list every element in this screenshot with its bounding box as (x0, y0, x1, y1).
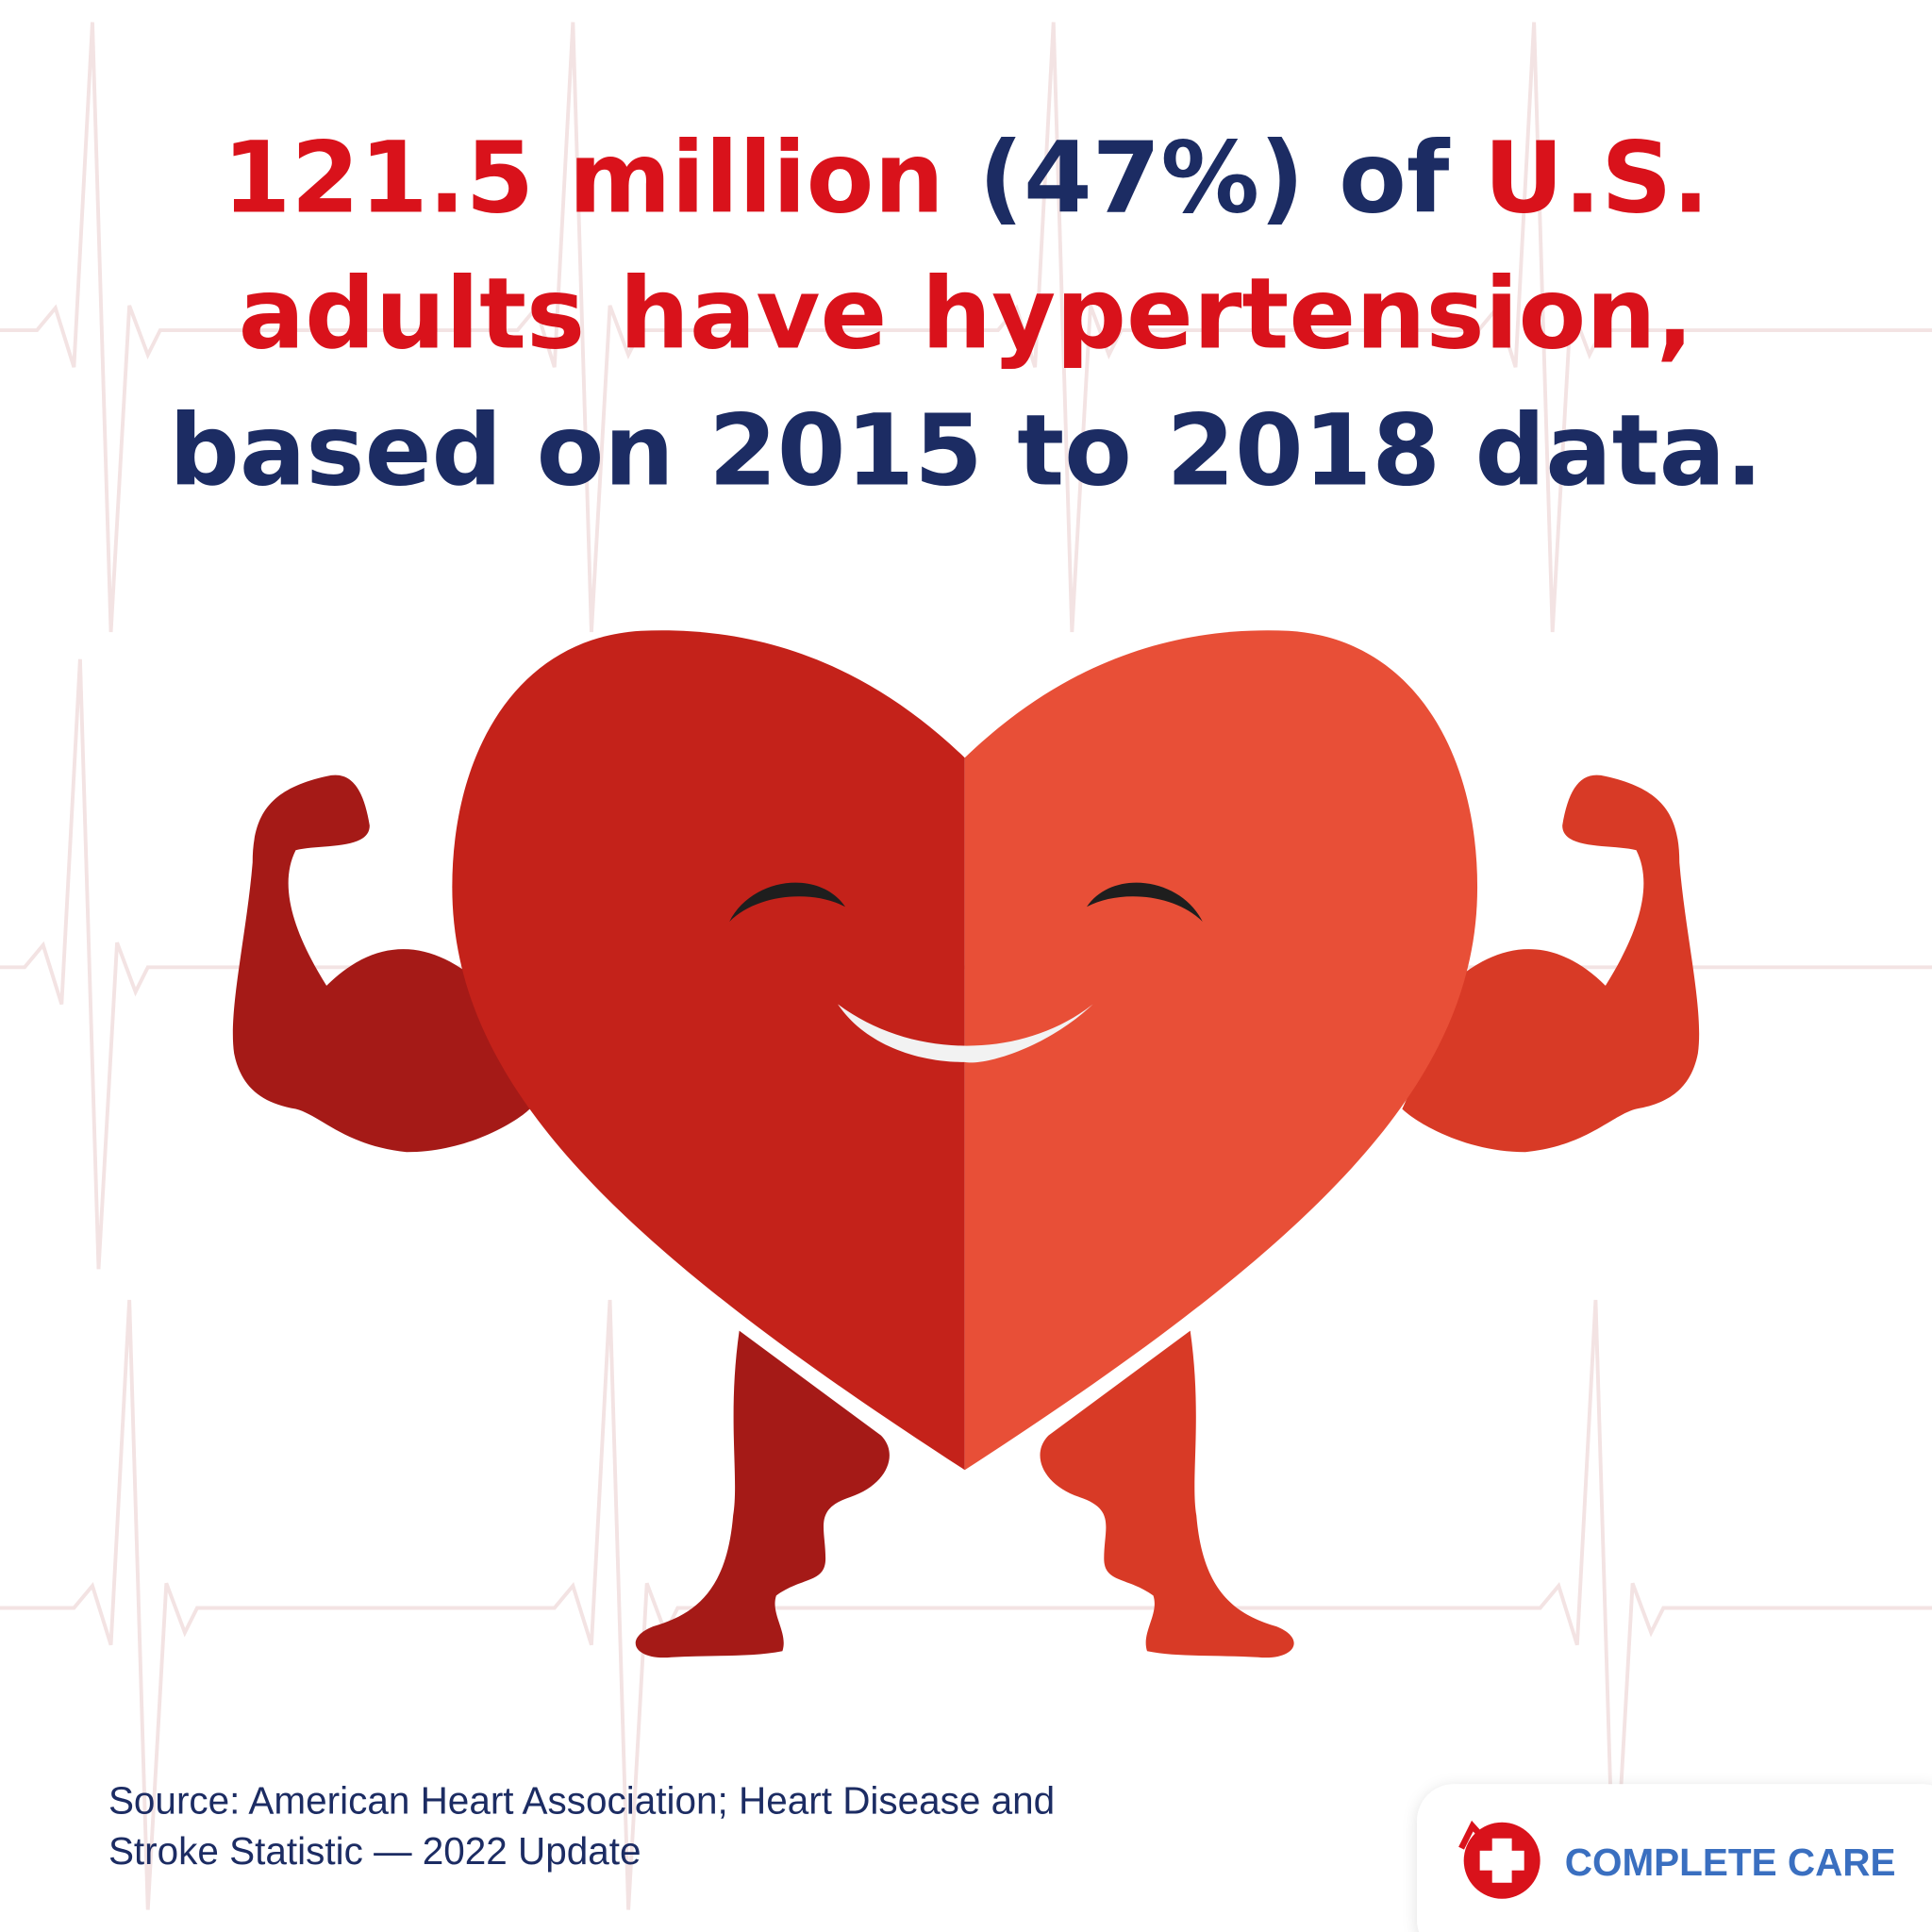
headline-part: based on 2015 to 2018 data. (169, 392, 1763, 508)
headline-part: (47%) (978, 121, 1305, 236)
heart-character (232, 630, 1700, 1658)
headline-line: adults have hypertension, (239, 256, 1694, 371)
source-line: Stroke Statistic — 2022 Update (108, 1829, 641, 1873)
headline-part: of (1339, 121, 1451, 236)
headline-part: 121.5 million (223, 121, 944, 236)
headline-part: adults have hypertension, (239, 256, 1694, 371)
headline-line: based on 2015 to 2018 data. (169, 392, 1763, 508)
headline-part: U.S. (1484, 121, 1709, 236)
headline-line: 121.5 million (47%) of U.S. (223, 121, 1709, 236)
source-line: Source: American Heart Association; Hear… (108, 1779, 1055, 1823)
logo: COMPLETE CARE (1417, 1784, 1932, 1932)
logo-text: COMPLETE CARE (1565, 1840, 1896, 1884)
